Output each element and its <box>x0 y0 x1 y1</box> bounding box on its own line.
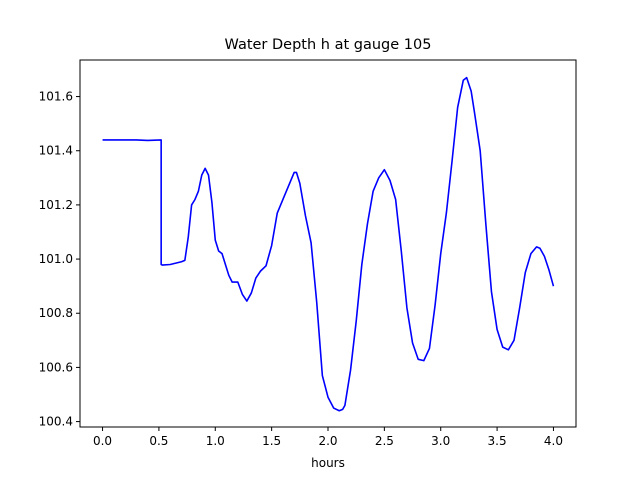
x-tick-label: 0.0 <box>93 434 112 448</box>
x-tick-label: 4.0 <box>544 434 563 448</box>
y-tick-label: 100.6 <box>39 360 73 374</box>
series-line <box>102 76 555 412</box>
y-tick-label: 101.0 <box>39 252 73 266</box>
y-tick-label: 101.2 <box>39 198 73 212</box>
chart-title: Water Depth h at gauge 105 <box>225 37 432 53</box>
x-tick-label: 1.5 <box>262 434 281 448</box>
plot-frame <box>79 59 577 428</box>
y-tick-label: 101.4 <box>39 144 73 158</box>
x-axis-label: hours <box>311 456 345 470</box>
plot-area <box>102 76 555 412</box>
x-tick-label: 3.0 <box>431 434 450 448</box>
x-tick-label: 0.5 <box>149 434 168 448</box>
y-tick-label: 101.6 <box>39 90 73 104</box>
x-tick-label: 2.5 <box>375 434 394 448</box>
x-tick-label: 2.0 <box>318 434 337 448</box>
y-tick-label: 100.4 <box>39 415 73 429</box>
x-tick-label: 3.5 <box>488 434 507 448</box>
y-tick-label: 100.8 <box>39 306 73 320</box>
y-axis: 100.4 100.6 100.8 101.0 101.2 101.4 101.6 <box>39 90 80 429</box>
x-tick-label: 1.0 <box>206 434 225 448</box>
x-axis: 0.0 0.5 1.0 1.5 2.0 2.5 3.0 3.5 4.0 <box>93 427 563 448</box>
